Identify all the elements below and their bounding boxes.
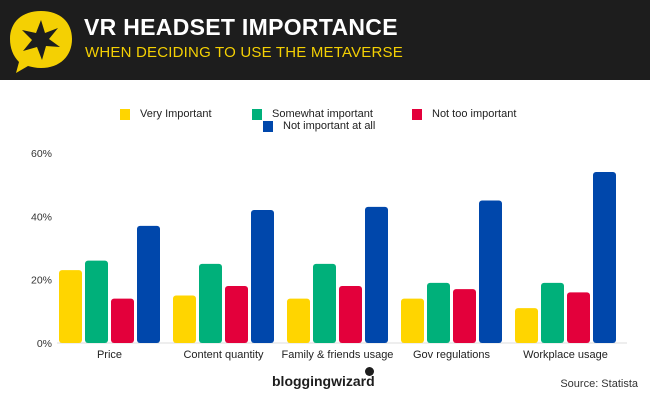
y-tick-label: 60% [31, 148, 52, 160]
legend-swatch [120, 109, 130, 120]
bar [515, 308, 538, 343]
x-category-label: Workplace usage [523, 349, 608, 361]
x-category-label: Content quantity [183, 349, 264, 361]
legend-label: Somewhat important [272, 108, 373, 120]
legend-swatch [252, 109, 262, 120]
y-tick-label: 0% [37, 338, 52, 350]
bar [427, 282, 450, 343]
legend-swatch [412, 109, 422, 120]
x-category-label: Family & friends usage [282, 349, 394, 361]
bar [365, 206, 388, 343]
bar [339, 286, 362, 343]
bar [287, 298, 310, 343]
bar [173, 295, 196, 343]
page-title: VR HEADSET IMPORTANCE [84, 14, 398, 40]
bar [313, 263, 336, 343]
bar [567, 292, 590, 343]
y-tick-label: 20% [31, 275, 52, 287]
source-note: Source: Statista [560, 378, 638, 390]
bar [401, 298, 424, 343]
legend-label: Very Important [140, 108, 212, 120]
bar [199, 263, 222, 343]
bar [479, 200, 502, 343]
brand-dot-icon [365, 367, 374, 376]
bar [541, 282, 564, 343]
page-subtitle: WHEN DECIDING TO USE THE METAVERSE [85, 44, 403, 61]
starburst-logo-icon [10, 11, 72, 73]
legend-swatch [263, 121, 273, 132]
bar [85, 260, 108, 343]
bar [453, 289, 476, 343]
legend-label: Not important at all [283, 120, 376, 132]
legend-label: Not too important [432, 108, 517, 120]
brand-logo: bloggingwizard [272, 373, 375, 389]
x-category-label: Price [97, 349, 122, 361]
y-tick-label: 40% [31, 211, 52, 223]
bar [137, 225, 160, 343]
header-banner: VR HEADSET IMPORTANCE WHEN DECIDING TO U… [0, 0, 650, 80]
x-category-label: Gov regulations [413, 349, 491, 361]
bar [225, 286, 248, 343]
bar [251, 210, 274, 343]
bar [111, 298, 134, 343]
bar [59, 270, 82, 343]
bar [593, 172, 616, 343]
